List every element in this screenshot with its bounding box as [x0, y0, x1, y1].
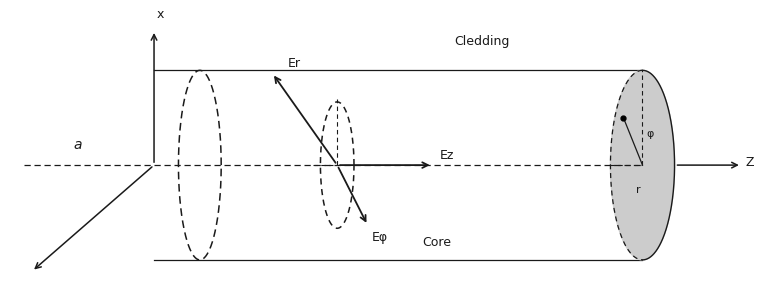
Text: Eφ: Eφ: [372, 231, 388, 244]
Text: Cledding: Cledding: [454, 35, 510, 48]
Text: φ: φ: [647, 128, 653, 139]
Text: Ez: Ez: [440, 149, 454, 162]
Text: Core: Core: [422, 236, 451, 249]
Text: r: r: [637, 185, 641, 195]
Text: x: x: [156, 8, 164, 21]
Polygon shape: [611, 70, 675, 260]
Text: Z: Z: [745, 156, 754, 169]
Text: a: a: [74, 138, 82, 152]
Text: Er: Er: [287, 57, 300, 70]
